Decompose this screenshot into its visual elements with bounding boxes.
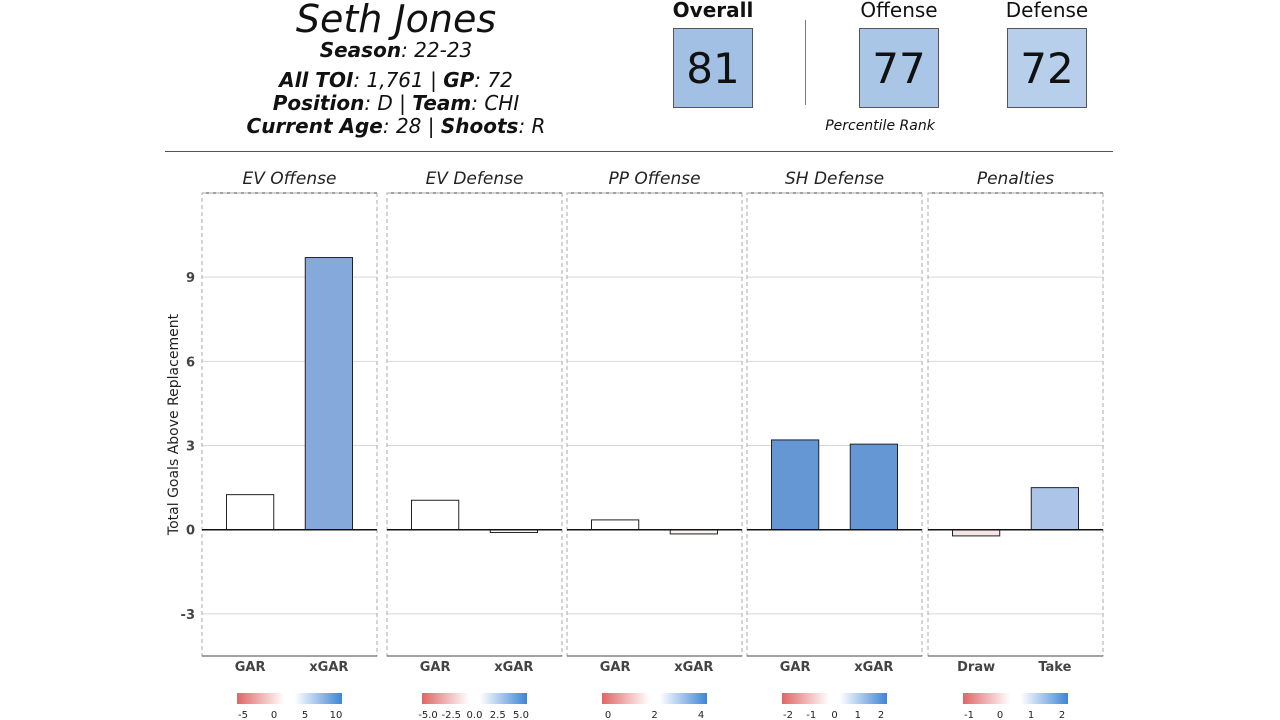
age-label: Current Age <box>246 114 383 138</box>
legend-tick-label: -5 <box>238 710 248 720</box>
panel-title: EV Offense <box>243 169 337 189</box>
panel-border <box>927 192 1104 657</box>
offense-label: Offense <box>860 0 938 22</box>
x-tick-label: xGAR <box>674 660 713 675</box>
panel-title: Penalties <box>977 169 1054 189</box>
panel-border <box>746 192 923 657</box>
x-tick-label: xGAR <box>494 660 533 675</box>
x-tick-label: Draw <box>957 660 995 675</box>
legend-tick-label: 10 <box>330 710 343 720</box>
bar <box>304 257 353 531</box>
legend-tick-label: 2 <box>651 710 657 720</box>
offense-score-box: 77 <box>859 28 939 108</box>
x-tick-label: Take <box>1038 660 1071 675</box>
legend-tick-label: 2 <box>1059 710 1065 720</box>
x-tick-label: GAR <box>780 660 811 675</box>
bar <box>952 529 1001 537</box>
legend-tick-label: -2.5 <box>441 710 461 720</box>
legend-tick-label: 0.0 <box>467 710 483 720</box>
y-tick-label: -3 <box>181 608 195 623</box>
position-label: Position <box>272 91 365 115</box>
bar <box>411 499 460 531</box>
x-tick-label: xGAR <box>309 660 348 675</box>
legend-tick-label: 0 <box>831 710 837 720</box>
bar <box>591 519 640 531</box>
legend-tick-label: 2 <box>878 710 884 720</box>
panel-title: PP Offense <box>608 169 700 189</box>
y-tick-label: 6 <box>186 355 195 370</box>
color-legend-bar <box>963 693 1068 704</box>
y-tick-label: 3 <box>186 440 195 455</box>
legend-tick-label: 0 <box>997 710 1003 720</box>
legend-tick-label: -5.0 <box>418 710 438 720</box>
panel-title: SH Defense <box>785 169 884 189</box>
bar <box>771 439 820 531</box>
toi-label: All TOI <box>279 68 354 92</box>
season-label: Season <box>319 38 402 62</box>
percentile-rank-caption: Percentile Rank <box>825 118 935 134</box>
bar <box>849 443 898 531</box>
shoots-value: : R <box>518 114 546 138</box>
overall-label: Overall <box>672 0 754 22</box>
x-tick-label: GAR <box>600 660 631 675</box>
legend-tick-label: 2.5 <box>490 710 506 720</box>
bar <box>1030 487 1079 531</box>
legend-tick-label: 0 <box>271 710 277 720</box>
player-name: Seth Jones <box>295 0 497 41</box>
position-team-line: Position: D | Team: CHI <box>216 93 576 113</box>
legend-tick-label: 4 <box>698 710 704 720</box>
panel-border <box>201 192 378 657</box>
season-line: Season: 22-23 <box>216 40 576 60</box>
color-legend-bar <box>782 693 887 704</box>
legend-tick-label: 5 <box>302 710 308 720</box>
age-value: : 28 | <box>382 114 441 138</box>
team-label: Team <box>412 91 472 115</box>
score-divider <box>805 20 806 105</box>
legend-tick-label: 5.0 <box>513 710 529 720</box>
overall-score-box: 81 <box>673 28 753 108</box>
gp-value: : 72 <box>474 68 513 92</box>
team-value: : CHI <box>471 91 520 115</box>
x-tick-label: xGAR <box>854 660 893 675</box>
color-legend-bar <box>422 693 527 704</box>
shoots-label: Shoots <box>440 114 519 138</box>
legend-tick-label: 1 <box>1028 710 1034 720</box>
header-divider <box>165 151 1113 152</box>
gp-label: GP <box>443 68 475 92</box>
defense-label: Defense <box>1005 0 1089 22</box>
bar <box>226 494 275 531</box>
legend-tick-label: 0 <box>605 710 611 720</box>
defense-score-box: 72 <box>1007 28 1087 108</box>
y-tick-label: 0 <box>186 524 195 539</box>
color-legend-bar <box>602 693 707 704</box>
panel-border <box>566 192 743 657</box>
x-tick-label: GAR <box>235 660 266 675</box>
x-tick-label: GAR <box>420 660 451 675</box>
legend-tick-label: -2 <box>783 710 793 720</box>
legend-tick-label: -1 <box>964 710 974 720</box>
panel-border <box>386 192 563 657</box>
y-axis-label: Total Goals Above Replacement <box>166 313 182 536</box>
legend-tick-label: -1 <box>806 710 816 720</box>
panel-title: EV Defense <box>426 169 524 189</box>
toi-value: : 1,761 | <box>353 68 444 92</box>
position-value: : D | <box>364 91 413 115</box>
toi-gp-line: All TOI: 1,761 | GP: 72 <box>216 70 576 90</box>
legend-tick-label: 1 <box>855 710 861 720</box>
color-legend-bar <box>237 693 342 704</box>
age-shoots-line: Current Age: 28 | Shoots: R <box>216 116 576 136</box>
season-value: : 22-23 <box>401 38 473 62</box>
y-tick-label: 9 <box>186 271 195 286</box>
